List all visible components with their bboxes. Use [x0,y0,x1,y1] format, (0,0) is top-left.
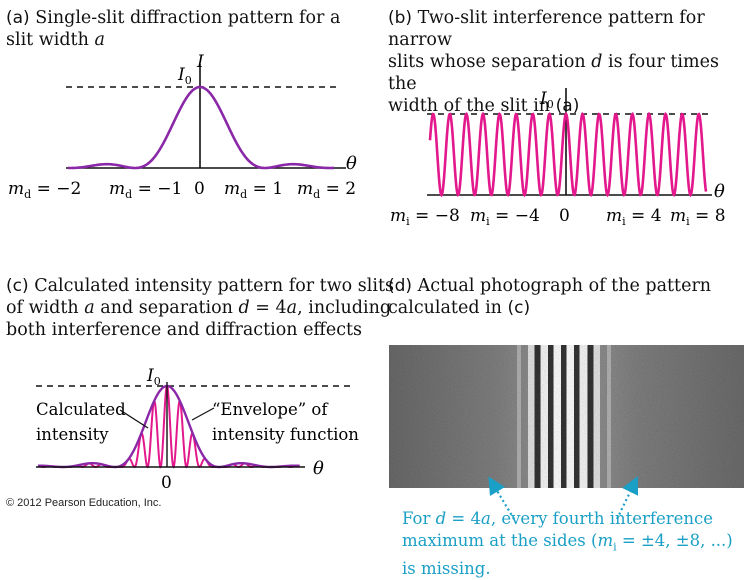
caption-b-ref: (a) [555,96,580,116]
panel-c-peak-label: I0 [146,366,161,388]
panel-c-x-label: θ [313,458,324,479]
caption-c-var-a: a [84,298,95,318]
panel-a-tick-label-0: md = −2 [8,179,81,201]
caption-a: (a) Single-slit diffraction pattern for … [6,7,340,51]
caption-c-line1: Calculated intensity pattern for two sli… [34,276,394,296]
panel-d-photo-background [389,345,744,488]
caption-c-var-a2: a [286,298,298,318]
panel-b-tick-label-2: 0 [559,206,570,226]
photo-dark-fringe [548,345,553,488]
missing-maxima-note: For d = 4a, every fourth interference ma… [402,508,747,580]
caption-b-line1: Two-slit interference pattern for narrow [388,8,705,50]
photo-bright-fringe [554,345,561,488]
note-line2b: = ±4, ±8, ...) [616,531,733,550]
caption-c-eq: = 4 [249,298,287,318]
panel-b-tick-label-4: mi = 8 [670,206,726,228]
panel-c-envelope-pointer [191,407,215,421]
caption-c-var-d: d [238,298,250,318]
panel-a-peak-label: I0 [177,65,192,87]
photo-bright-fringe [567,345,574,488]
photo-bright-fringe [594,345,600,488]
panel-c-plot: I0 θ 0 Calculated intensity “Envelope” o… [36,366,359,493]
panel-a-x-label: θ [346,153,357,174]
panel-d-photo [389,345,744,520]
caption-b: (b) Two-slit interference pattern for na… [388,7,750,117]
panel-c-tick-zero: 0 [161,473,172,493]
caption-d: (d) Actual photograph of the pattern cal… [388,275,711,319]
panel-b-tick-label-1: mi = −4 [470,206,540,228]
caption-c: (c) Calculated intensity pattern for two… [6,275,394,341]
panel-c-calc-pointer [119,409,149,429]
note-var-m: m [597,531,614,550]
panel-c-envelope-label-2: intensity function [212,425,359,444]
panel-c-envelope-curve [38,384,300,469]
panel-b-tick-label-0: mi = −8 [390,206,460,228]
panel-a-tick-label-2: 0 [194,179,205,199]
panel-b-x-label: θ [714,181,725,202]
note-eq: = 4 [446,509,482,528]
photo-dark-fringe [561,345,566,488]
caption-a-line2: slit width [6,30,89,50]
caption-d-line1: Actual photograph of the pattern [417,276,712,296]
caption-b-tag: (b) [388,8,413,28]
panel-a-tick-label-1: md = −1 [109,179,182,201]
caption-d-line2: calculated in [388,298,502,318]
caption-c-line3: both interference and diffraction effect… [6,320,363,340]
panel-b-plot: I0 θ mi = −8 mi = −4 0 mi = 4 mi = 8 [390,88,726,228]
photo-bright-fringe [528,345,534,488]
caption-b-var: d [591,52,603,72]
panel-a-y-label: I [196,52,204,72]
panel-d-fringes [517,345,611,488]
note-var-d: d [435,509,447,528]
panel-d-right-arrow [616,476,639,520]
copyright: © 2012 Pearson Education, Inc. [6,497,162,509]
caption-b-line2b: is four times the [388,52,719,94]
caption-a-line1: Single-slit diffraction pattern for a [35,8,341,28]
note-line1b: , every fourth interference [490,509,714,528]
panel-b-interference-curve [428,111,708,198]
caption-b-line2a: slits whose separation [388,52,586,72]
panel-a-tick-label-3: md = 1 [224,179,283,201]
photo-bright-fringe [607,345,611,488]
panel-c-envelope-label-1: “Envelope” of [212,400,329,419]
note-line3: is missing. [402,559,491,579]
panel-c-calc-label-1: Calculated [36,400,126,419]
caption-b-line3: width of the slit in [388,96,551,116]
photo-bright-fringe [517,345,521,488]
photo-dark-fringe [588,345,593,488]
caption-d-ref: (c) [507,298,531,318]
panel-b-tick-labels: mi = −8 mi = −4 0 mi = 4 mi = 8 [390,206,726,228]
caption-c-line2b: and separation [100,298,233,318]
note-line2a: maximum at the sides ( [402,531,598,550]
photo-dark-fringe [535,345,540,488]
caption-c-line2c: , including [297,298,392,318]
note-sub: i [613,540,617,554]
panel-b-tick-label-3: mi = 4 [606,206,662,228]
panel-d-left-arrow [488,476,515,520]
caption-c-line2a: of width [6,298,79,318]
photo-dark-fringe [574,345,579,488]
note-line1a: For [402,509,431,528]
caption-d-tag: (d) [388,276,413,296]
panel-b-peak-label: I0 [539,89,554,111]
panel-a-diffraction-curve [67,85,335,170]
photo-bright-fringe [580,345,587,488]
panel-a-tick-label-4: md = 2 [297,179,356,201]
photo-bright-fringe [541,345,548,488]
caption-a-tag: (a) [6,8,30,28]
caption-a-var: a [94,30,105,50]
panel-a-tick-labels: md = −2 md = −1 0 md = 1 md = 2 [8,179,356,201]
panel-a-plot: I0 I θ md = −2 md = −1 0 md = 1 md = 2 [8,52,357,201]
note-var-a: a [481,509,491,528]
caption-c-tag: (c) [6,276,29,296]
panel-c-calc-label-2: intensity [36,425,109,444]
